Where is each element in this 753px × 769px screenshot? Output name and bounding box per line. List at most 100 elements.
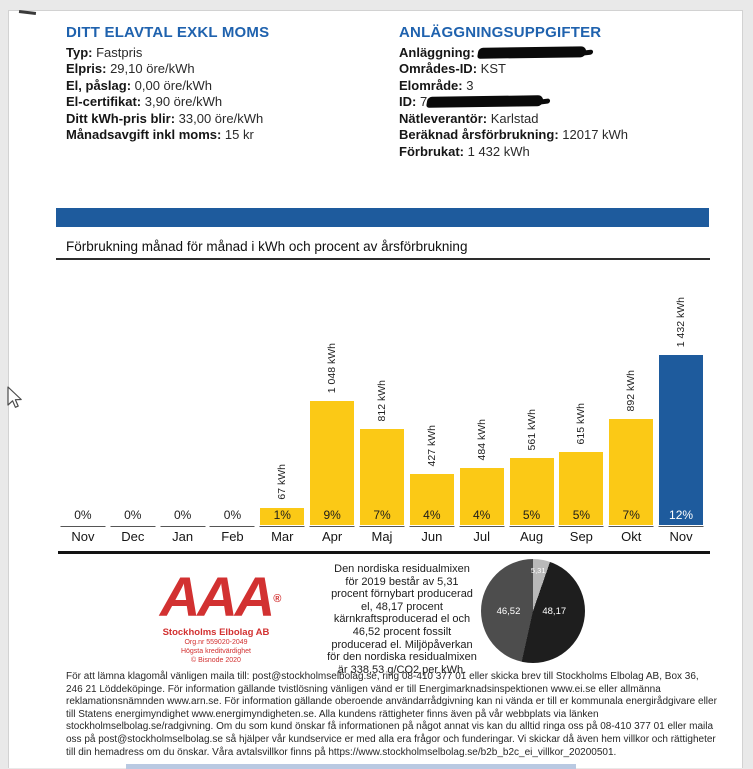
bar-maj xyxy=(359,429,404,525)
info-row: Anläggning: xyxy=(399,45,628,62)
bar-chart-column: 484 kWh 4% xyxy=(457,261,507,527)
month-label: Aug xyxy=(519,529,544,544)
pie-label-fossil: 46,52 xyxy=(496,606,521,617)
bar-chart: 0% 0% 0% 0% 67 kWh 1% 1 048 kWh 9% 812 kWh 7% 427 … xyxy=(58,261,706,527)
contract-section: DITT ELAVTAL EXKL MOMS Typ: Fastpris Elpr… xyxy=(66,24,269,144)
bar-nov xyxy=(659,355,704,525)
document-page: DITT ELAVTAL EXKL MOMS Typ: Fastpris Elpr… xyxy=(8,9,743,769)
facility-section-title: ANLÄGGNINGSUPPGIFTER xyxy=(399,24,602,41)
month-label: Dec xyxy=(121,529,145,544)
info-row-value: 1 432 kWh xyxy=(464,143,530,159)
facility-rows: Anläggning: Områdes-ID: KST Elområde: 3 ID… xyxy=(399,45,628,161)
month-label: Jul xyxy=(473,529,490,544)
info-row: Nätleverantör: Karlstad xyxy=(399,111,628,128)
page-edge-mark xyxy=(18,9,37,15)
info-row-label: Elområde: xyxy=(399,77,463,93)
month-label: Maj xyxy=(371,529,393,544)
axis-tick-segment xyxy=(259,525,305,527)
info-row-label: ID: xyxy=(399,94,417,109)
month-label: Nov xyxy=(669,529,693,544)
complaints-footer-paragraph: För att lämna klagomål vänligen maila ti… xyxy=(66,671,717,758)
bar-percent-label: 1% xyxy=(273,508,291,522)
bar-value-label: 484 kWh xyxy=(475,418,488,460)
bar-percent-label: 0% xyxy=(124,508,142,522)
bar-chart-column: 892 kWh 7% xyxy=(606,261,656,527)
bar-chart-column: 0% xyxy=(158,261,208,527)
info-row-value: 0,00 öre/kWh xyxy=(131,77,212,93)
info-row-value: 3,90 öre/kWh xyxy=(141,94,223,109)
axis-tick-segment xyxy=(209,525,255,527)
info-row-value: Karlstad xyxy=(487,110,539,126)
bar-value-label: 561 kWh xyxy=(525,408,538,450)
axis-tick-segment xyxy=(509,525,555,527)
axis-tick-segment xyxy=(309,525,355,527)
bar-value-label: 892 kWh xyxy=(625,369,638,411)
info-row: Elområde: 3 xyxy=(399,78,628,95)
redaction-mark xyxy=(426,95,545,108)
energy-mix-pie-chart: 5,31 48,17 46,52 xyxy=(481,559,585,663)
info-row: Typ: Fastpris xyxy=(66,45,269,62)
bar-apr xyxy=(310,401,355,525)
bar-percent-label: 7% xyxy=(373,508,391,522)
bar-jul xyxy=(459,468,504,525)
month-label: Sep xyxy=(569,529,593,544)
contract-rows: Typ: Fastpris Elpris: 29,10 öre/kWh El, på… xyxy=(66,45,269,144)
pie-label-nuclear: 48,17 xyxy=(542,606,567,617)
bar-percent-label: 5% xyxy=(572,508,591,522)
info-row: Förbrukat: 1 432 kWh xyxy=(399,144,628,161)
bar-chart-column: 1 432 kWh 12% xyxy=(656,261,706,527)
section-divider-band xyxy=(56,208,709,227)
info-row-value: Fastpris xyxy=(92,44,143,60)
bar-percent-label: 0% xyxy=(173,508,192,522)
info-row-label: Ditt kWh-pris blir: xyxy=(66,110,176,126)
bar-chart-column: 561 kWh 5% xyxy=(507,261,557,527)
axis-tick-segment xyxy=(359,525,405,527)
info-row-label: Typ: xyxy=(66,44,93,60)
rating-copyright: © Bisnode 2020 xyxy=(191,657,241,664)
month-label: Feb xyxy=(221,529,244,544)
info-row-label: Elpris: xyxy=(66,61,107,76)
bar-okt xyxy=(609,419,654,525)
bar-value-label: 615 kWh xyxy=(575,402,588,444)
next-section-band-cut xyxy=(126,764,576,769)
info-row: Ditt kWh-pris blir: 33,00 öre/kWh xyxy=(66,111,269,128)
bar-value-label: 67 kWh xyxy=(276,464,289,500)
bar-chart-month-axis: Nov Dec Jan Feb Mar Apr Maj Jun Jul Aug Sep Okt Nov xyxy=(58,529,706,544)
bar-percent-label: 12% xyxy=(669,508,694,522)
month-label: Okt xyxy=(621,529,642,544)
info-row-label: Månadsavgift inkl moms: xyxy=(66,127,222,142)
bar-chart-column: 1 048 kWh 9% xyxy=(307,261,357,527)
bar-chart-column: 427 kWh 4% xyxy=(407,261,457,527)
info-row: Månadsavgift inkl moms: 15 kr xyxy=(66,127,269,144)
month-label: Apr xyxy=(322,529,343,544)
bar-percent-label: 4% xyxy=(423,508,441,522)
bar-jun xyxy=(409,474,454,525)
info-row-label: Beräknad årsförbrukning: xyxy=(399,127,559,142)
bar-value-label: 812 kWh xyxy=(375,379,388,421)
bar-chart-column: 0% xyxy=(58,261,108,527)
redaction-mark xyxy=(477,45,588,59)
bar-percent-label: 0% xyxy=(223,508,242,522)
chart-title: Förbrukning månad för månad i kWh och pr… xyxy=(66,239,468,254)
chart-bottom-rule xyxy=(58,551,710,554)
credit-rating-badge: AAA ® Stockholms Elbolag AB Org.nr 559020… xyxy=(117,569,315,665)
info-row-label: Anläggning: xyxy=(399,44,475,60)
axis-tick-segment xyxy=(608,525,654,527)
info-row-value: KST xyxy=(477,61,506,76)
info-row-label: Nätleverantör: xyxy=(399,110,488,126)
bar-percent-label: 9% xyxy=(323,508,341,522)
registered-trademark-icon: ® xyxy=(273,593,282,605)
info-row: Områdes-ID: KST xyxy=(399,61,628,78)
rating-company-name: Stockholms Elbolag AB xyxy=(162,627,270,638)
bar-aug xyxy=(509,458,554,525)
info-row-label: El-certifikat: xyxy=(66,94,142,109)
info-row-value: 12017 kWh xyxy=(558,127,629,142)
month-label: Jun xyxy=(421,529,443,544)
info-row-label: Områdes-ID: xyxy=(399,61,478,76)
bar-chart-column: 0% xyxy=(108,261,158,527)
residual-mix-paragraph: Den nordiska residualmixen för 2019 best… xyxy=(327,563,477,676)
month-label: Nov xyxy=(71,529,95,544)
info-row-value: 7 xyxy=(416,94,428,109)
info-row-value: 3 xyxy=(462,77,474,93)
